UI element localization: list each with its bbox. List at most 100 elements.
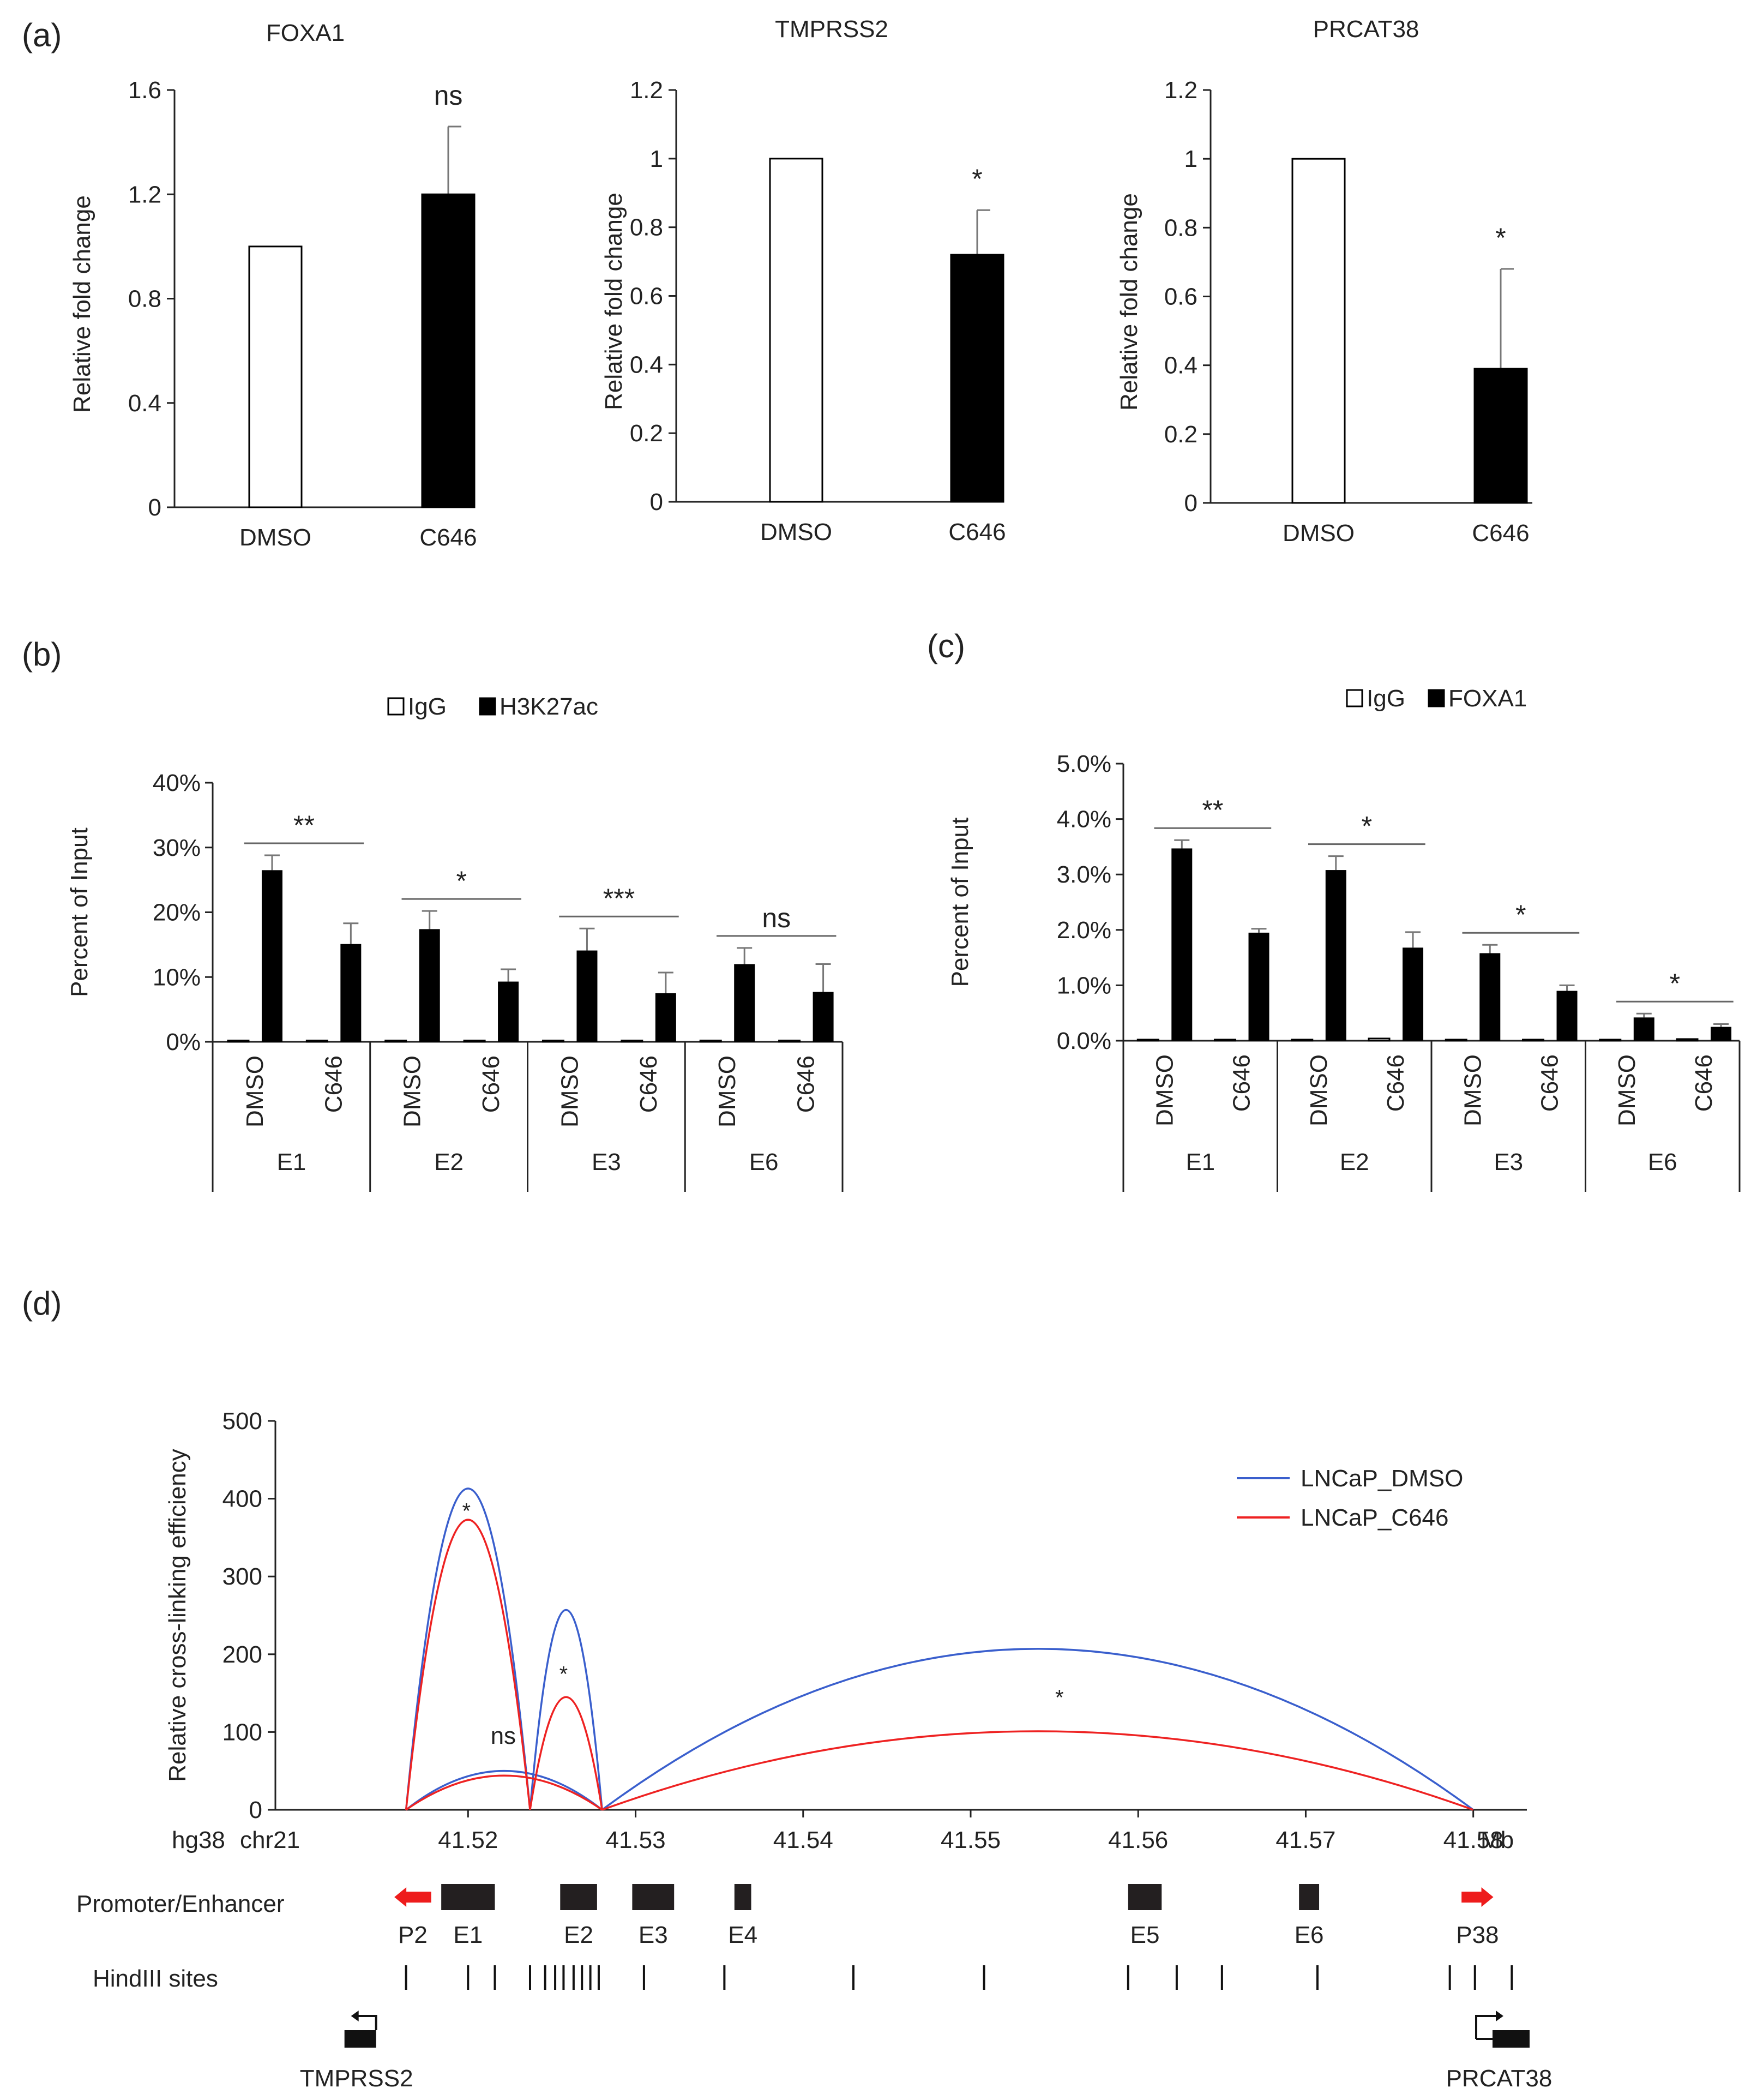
significance-marker: ns (762, 903, 791, 933)
element-block (632, 1884, 675, 1910)
significance-marker: ** (293, 810, 315, 841)
y-tick-label: 2.0% (1057, 917, 1111, 944)
group-label: E3 (592, 1149, 621, 1175)
treatment-label: C646 (1537, 1054, 1563, 1112)
arc-significance: ns (491, 1723, 516, 1749)
arc-lncap_dmso (529, 1609, 603, 1810)
gene-body (1492, 2030, 1530, 2048)
y-tick-label: 0.2 (1164, 421, 1198, 448)
tss-arrow-head (351, 2011, 359, 2021)
legend-swatch (479, 697, 496, 716)
element-label: E1 (453, 1922, 483, 1948)
element-block (1128, 1884, 1162, 1910)
arc-significance: * (559, 1663, 568, 1687)
group-label: E1 (1186, 1149, 1215, 1175)
x-tick-label: 41.52 (438, 1827, 498, 1853)
y-axis-label: Percent of Input (947, 818, 973, 987)
arc-significance: * (462, 1499, 471, 1523)
y-tick-label: 0% (166, 1029, 201, 1055)
bar-h3k27ac (340, 944, 362, 1042)
chart-title: PRCAT38 (1313, 16, 1419, 43)
chart-title: TMPRSS2 (775, 16, 888, 43)
y-tick-label: 0 (148, 494, 161, 521)
chromosome-label: chr21 (240, 1827, 300, 1853)
y-tick-label: 100 (222, 1719, 262, 1745)
panel-label-c: (c) (927, 628, 965, 664)
bar-h3k27ac (655, 993, 676, 1042)
x-tick-label: 41.55 (941, 1827, 1001, 1853)
x-tick-label: 41.57 (1275, 1827, 1335, 1853)
bar-igg (384, 1040, 407, 1043)
y-axis-label: Relative fold change (1116, 193, 1142, 411)
element-label: P38 (1456, 1922, 1499, 1948)
element-block (560, 1884, 597, 1910)
treatment-label: C646 (1382, 1054, 1409, 1112)
group-label: E2 (434, 1149, 464, 1175)
track-label-promoter: Promoter/Enhancer (76, 1891, 285, 1917)
y-tick-label: 0.4 (128, 390, 161, 417)
bar-foxa1 (1325, 870, 1346, 1041)
y-tick-label: 1.2 (128, 181, 161, 208)
treatment-label: DMSO (399, 1055, 426, 1127)
bar-c646 (950, 254, 1004, 503)
bar-igg (305, 1040, 328, 1043)
y-tick-label: 4.0% (1057, 806, 1111, 833)
arc-lncap_dmso (601, 1648, 1474, 1811)
y-tick-label: 1.2 (1164, 77, 1198, 104)
element-block (441, 1884, 495, 1910)
y-tick-label: 1 (650, 146, 663, 172)
y-tick-label: 1 (1184, 146, 1198, 172)
y-tick-label: 3.0% (1057, 861, 1111, 888)
y-tick-label: 20% (153, 899, 201, 926)
y-tick-label: 0 (1184, 490, 1198, 517)
treatment-label: DMSO (1305, 1054, 1332, 1126)
arc-lncap_c646 (405, 1774, 603, 1811)
y-tick-label: 0 (650, 489, 663, 515)
arc-lncap_dmso (405, 1770, 603, 1811)
bar-h3k27ac (813, 992, 834, 1042)
chart-h3k27ac-chip: IgG H3K27ac 0% 10% 20% 30% 40% Percent of Input… (66, 693, 844, 1192)
y-tick-label: 0 (249, 1797, 262, 1823)
y-tick-label: 0.8 (1164, 214, 1198, 241)
y-tick-label: 5.0% (1057, 751, 1111, 777)
treatment-label: DMSO (1614, 1054, 1640, 1126)
chart-prcat38-expression: PRCAT38 0 0.2 0.4 0.6 0.8 1 1.2 Relative fold ch… (1116, 16, 1532, 547)
legend-label: IgG (408, 693, 447, 720)
treatment-label: C646 (478, 1055, 504, 1113)
significance-marker: * (1670, 968, 1680, 999)
x-tick-label: 41.56 (1108, 1827, 1168, 1853)
gene-body (344, 2030, 376, 2048)
bar-h3k27ac (419, 929, 440, 1042)
x-category-label: DMSO (239, 524, 311, 551)
significance-marker: *** (603, 883, 635, 914)
significance-marker: * (972, 164, 982, 194)
significance-marker: * (1495, 223, 1506, 253)
bar-foxa1 (1171, 848, 1193, 1041)
group-label: E6 (1648, 1149, 1677, 1175)
y-axis-label: Relative cross-linking efficiency (164, 1449, 191, 1782)
treatment-label: DMSO (242, 1055, 268, 1127)
arc-lncap_c646 (405, 1519, 531, 1810)
significance-marker: * (1362, 811, 1372, 842)
bar-igg (1445, 1039, 1467, 1042)
significance-marker: ** (1202, 795, 1223, 825)
bar-foxa1 (1403, 947, 1424, 1041)
bar-c646 (421, 193, 476, 508)
treatment-label: C646 (1690, 1054, 1717, 1112)
element-label: P2 (398, 1922, 428, 1948)
tss-arrow-line (1475, 2015, 1497, 2039)
chart-tmprss2-expression: TMPRSS2 0 0.2 0.4 0.6 0.8 1 1.2 Relative fold ch… (600, 16, 1006, 545)
treatment-label: C646 (1229, 1054, 1255, 1112)
group-label: E3 (1494, 1149, 1523, 1175)
legend-label: LNCaP_DMSO (1301, 1465, 1463, 1492)
genome-label: hg38 (172, 1827, 225, 1853)
x-category-label: C646 (1472, 520, 1529, 547)
x-category-label: DMSO (1283, 520, 1355, 547)
y-tick-label: 40% (153, 770, 201, 796)
bar-igg (1599, 1039, 1622, 1042)
bar-igg (699, 1040, 722, 1043)
arc-lncap_c646 (601, 1730, 1474, 1811)
x-tick-label: 41.58 (1443, 1827, 1503, 1853)
element-label: E5 (1130, 1922, 1160, 1948)
